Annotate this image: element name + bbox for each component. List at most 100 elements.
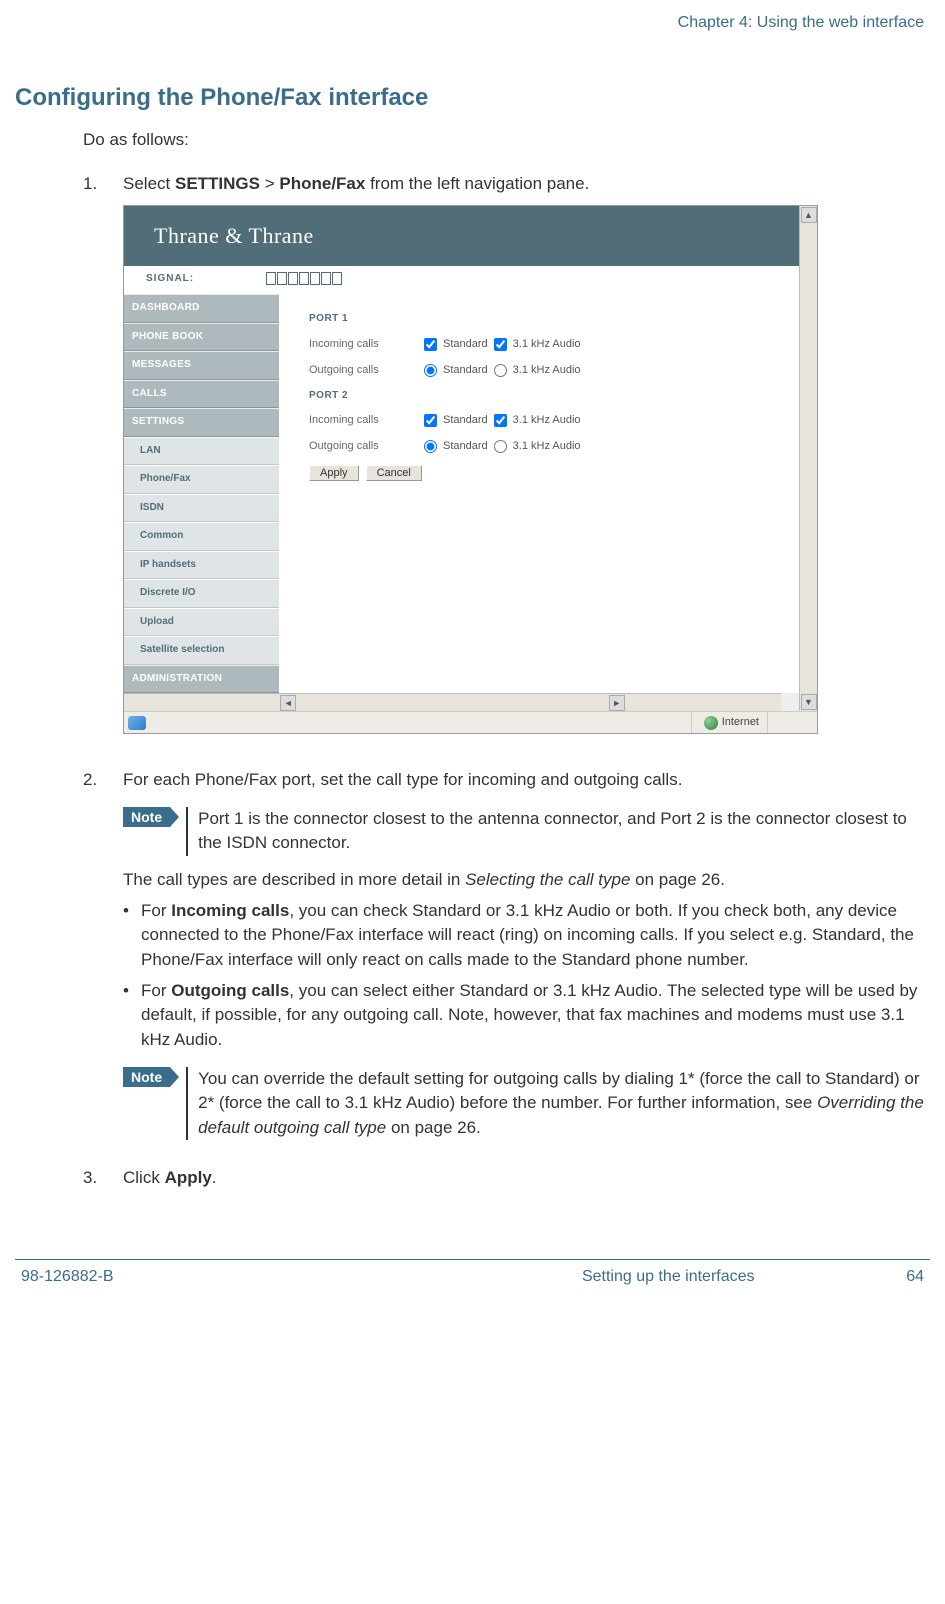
opt-standard: Standard [443,439,488,455]
note-label: Note [123,807,170,827]
apply-button[interactable]: Apply [309,465,359,481]
signal-label: SIGNAL: [146,272,266,287]
opt-standard: Standard [443,337,488,353]
scroll-left-icon[interactable]: ◄ [280,695,296,711]
status-bar: Internet [124,711,817,733]
step-3: 3. Click Apply. [83,1166,930,1191]
opt-31khz: 3.1 kHz Audio [513,337,581,353]
step-3-post: . [212,1168,217,1187]
calltypes-para: The call types are described in more det… [123,868,930,893]
cancel-button[interactable]: Cancel [366,465,422,481]
step-1-gt: > [260,174,279,193]
note-2: Note You can override the default settin… [123,1067,930,1141]
bullet-incoming: • For Incoming calls, you can check Stan… [123,899,930,973]
note2-post: on page 26. [386,1118,481,1137]
signal-bar: SIGNAL: [124,266,799,293]
note-1: Note Port 1 is the connector closest to … [123,807,930,856]
port2-in-standard-check[interactable] [424,414,437,427]
nav-lan[interactable]: LAN [124,437,279,466]
step-1: 1. Select SETTINGS > Phone/Fax from the … [83,172,930,754]
nav-dashboard[interactable]: DASHBOARD [124,294,279,323]
screenshot-topbar: Thrane & Thrane [124,206,799,266]
nav-phonefax[interactable]: Phone/Fax [124,465,279,494]
b1-bold: Incoming calls [171,901,289,920]
note-1-text: Port 1 is the connector closest to the a… [198,807,930,856]
calltypes-post: on page 26. [630,870,725,889]
nav-settings[interactable]: SETTINGS [124,408,279,437]
nav-messages[interactable]: MESSAGES [124,351,279,380]
step-1-body: Select SETTINGS > Phone/Fax from the lef… [123,172,930,754]
screenshot: Thrane & Thrane SIGNAL: DASHBOARD [123,205,818,735]
port2-title: PORT 2 [309,389,789,404]
nav-calls[interactable]: CALLS [124,380,279,409]
brand-logo: Thrane & Thrane [154,220,314,252]
nav-pane: DASHBOARD PHONE BOOK MESSAGES CALLS SETT… [124,292,279,693]
note-2-text: You can override the default setting for… [198,1067,930,1141]
globe-icon [704,716,718,730]
step-number: 1. [83,172,123,754]
step-2: 2. For each Phone/Fax port, set the call… [83,768,930,1152]
scroll-right-icon[interactable]: ► [609,695,625,711]
nav-common[interactable]: Common [124,522,279,551]
footer-docnum: 98-126882-B [21,1268,453,1286]
port2-incoming-label: Incoming calls [309,413,424,429]
port1-in-standard-check[interactable] [424,338,437,351]
nav-sat[interactable]: Satellite selection [124,636,279,665]
b1-pre: For [141,901,171,920]
b2-pre: For [141,981,171,1000]
nav-admin[interactable]: ADMINISTRATION [124,665,279,694]
calltypes-link: Selecting the call type [465,870,630,889]
port1-in-31khz-check[interactable] [494,338,507,351]
opt-standard: Standard [443,413,488,429]
nav-upload[interactable]: Upload [124,608,279,637]
step-1-post: from the left navigation pane. [365,174,589,193]
port2-in-31khz-check[interactable] [494,414,507,427]
note2-pre: You can override the default setting for… [198,1069,919,1113]
scroll-up-icon[interactable]: ▲ [801,207,817,223]
bullet-dot-icon: • [123,899,141,973]
section-title: Configuring the Phone/Fax interface [15,84,930,112]
port1-out-standard-radio[interactable] [424,364,437,377]
nav-discrete[interactable]: Discrete I/O [124,579,279,608]
calltypes-pre: The call types are described in more det… [123,870,465,889]
opt-standard: Standard [443,363,488,379]
port2-out-standard-radio[interactable] [424,440,437,453]
step-number: 2. [83,768,123,1152]
opt-31khz: 3.1 kHz Audio [513,439,581,455]
step-1-b1: SETTINGS [175,174,260,193]
nav-phonebook[interactable]: PHONE BOOK [124,323,279,352]
settings-panel: PORT 1 Incoming calls Standard 3.1 kHz A… [279,292,799,693]
ie-icon [128,716,146,730]
footer-pagenum: 64 [884,1268,924,1286]
step-1-pre: Select [123,174,175,193]
nav-isdn[interactable]: ISDN [124,494,279,523]
footer-section: Setting up the interfaces [453,1268,885,1286]
port2-outgoing-label: Outgoing calls [309,439,424,455]
scrollbar-horizontal[interactable]: ◄ ► [124,693,781,711]
scroll-down-icon[interactable]: ▼ [801,694,817,710]
step-2-text: For each Phone/Fax port, set the call ty… [123,768,930,793]
footer-rule [15,1259,930,1260]
step-number: 3. [83,1166,123,1191]
port1-outgoing-label: Outgoing calls [309,363,424,379]
port2-out-31khz-radio[interactable] [494,440,507,453]
intro-text: Do as follows: [83,130,930,150]
step-3-bold: Apply [165,1168,212,1187]
b2-bold: Outgoing calls [171,981,289,1000]
opt-31khz: 3.1 kHz Audio [513,413,581,429]
chapter-header: Chapter 4: Using the web interface [15,0,930,36]
port1-out-31khz-radio[interactable] [494,364,507,377]
nav-iphandsets[interactable]: IP handsets [124,551,279,580]
port1-title: PORT 1 [309,312,789,327]
step-1-b2: Phone/Fax [279,174,365,193]
step-3-pre: Click [123,1168,165,1187]
signal-boxes [266,272,342,285]
opt-31khz: 3.1 kHz Audio [513,363,581,379]
bullet-dot-icon: • [123,979,141,1053]
bullet-outgoing: • For Outgoing calls, you can select eit… [123,979,930,1053]
note-label: Note [123,1067,170,1087]
status-internet: Internet [722,715,759,731]
page-footer: 98-126882-B Setting up the interfaces 64 [15,1266,930,1306]
port1-incoming-label: Incoming calls [309,337,424,353]
scrollbar-vertical[interactable]: ▲ ▼ [799,206,817,712]
